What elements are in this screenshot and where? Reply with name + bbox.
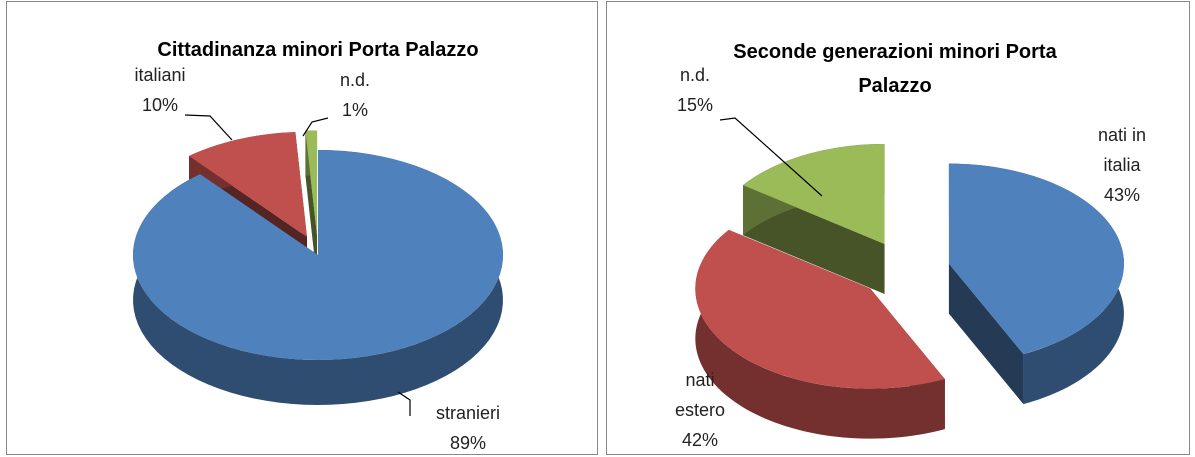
leader-line bbox=[719, 117, 823, 197]
pie-slice bbox=[948, 163, 1124, 355]
pie-slice bbox=[133, 150, 504, 360]
value-label: 15% bbox=[676, 95, 714, 115]
chart-frame bbox=[606, 1, 1190, 455]
category-label: nati estero bbox=[674, 370, 726, 420]
slice-side bbox=[695, 229, 945, 439]
value-label: 10% bbox=[141, 95, 179, 115]
value-label: 42% bbox=[681, 430, 719, 450]
category-label: stranieri bbox=[435, 403, 501, 423]
category-label: n.d. bbox=[339, 70, 371, 90]
category-label: nati in italia bbox=[1097, 125, 1147, 175]
pie-slice bbox=[305, 130, 318, 236]
pie-slice bbox=[695, 229, 945, 389]
value-label: 1% bbox=[341, 100, 368, 120]
chart-title: Cittadinanza minori Porta Palazzo bbox=[157, 39, 479, 61]
leader-line bbox=[397, 391, 411, 416]
value-label: 43% bbox=[1103, 185, 1141, 205]
data-label: italiani 10% bbox=[110, 60, 210, 120]
data-label: n.d. 15% bbox=[650, 60, 740, 120]
pie-slice bbox=[189, 132, 307, 237]
category-label: italiani bbox=[134, 65, 186, 85]
value-label: 89% bbox=[449, 433, 487, 453]
data-label: nati estero 42% bbox=[660, 365, 740, 455]
pie-slice bbox=[742, 143, 885, 244]
data-label: n.d. 1% bbox=[310, 65, 400, 125]
data-label: nati in italia 43% bbox=[1082, 120, 1162, 210]
data-label: stranieri 89% bbox=[413, 398, 523, 457]
leader-line bbox=[302, 117, 329, 137]
chart-frame bbox=[6, 1, 598, 455]
slice-wall bbox=[948, 263, 1024, 405]
leader-line bbox=[184, 114, 233, 141]
chart-title: Seconde generazioni minori Porta Palazzo bbox=[733, 41, 1057, 97]
category-label: n.d. bbox=[679, 65, 711, 85]
